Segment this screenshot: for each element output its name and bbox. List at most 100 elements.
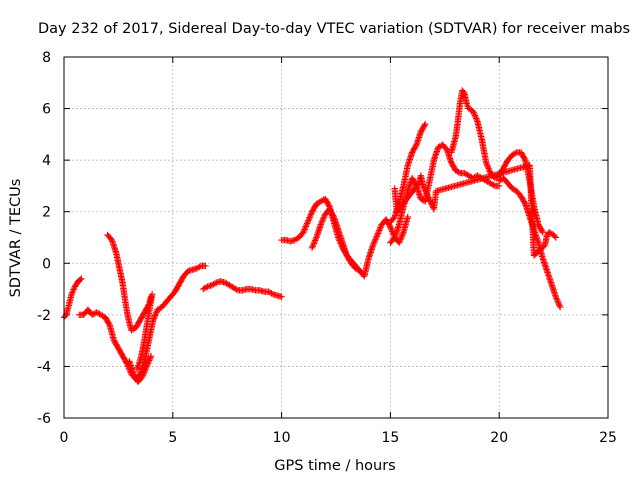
data-point xyxy=(306,214,313,221)
data-point xyxy=(145,357,153,364)
data-point xyxy=(521,155,528,163)
data-point xyxy=(202,284,210,291)
series-track-12 xyxy=(133,291,156,373)
grid xyxy=(64,57,608,418)
data-point xyxy=(422,188,429,195)
data-point xyxy=(143,363,150,370)
data-point xyxy=(423,189,430,197)
data-point xyxy=(372,236,379,243)
series-track-7 xyxy=(308,205,364,275)
data-point xyxy=(147,354,154,361)
data-point xyxy=(151,312,159,319)
series-track-3 xyxy=(104,231,155,334)
data-point xyxy=(442,145,450,152)
data-point xyxy=(470,109,477,116)
data-point xyxy=(469,107,477,115)
data-point xyxy=(397,236,404,243)
data-point xyxy=(317,221,324,228)
data-point xyxy=(148,291,156,298)
data-point xyxy=(144,360,152,367)
data-point xyxy=(70,286,77,293)
data-point xyxy=(420,184,427,191)
x-tick-labels: 0 5 10 15 20 25 xyxy=(60,430,617,446)
data-point xyxy=(151,313,158,321)
data-point xyxy=(425,194,432,201)
data-point xyxy=(377,224,384,231)
y-tick-label: 6 xyxy=(42,102,51,118)
data-point xyxy=(139,373,146,380)
data-point xyxy=(307,211,315,218)
data-point xyxy=(303,221,310,229)
data-point xyxy=(302,223,310,230)
data-point xyxy=(320,215,327,222)
series-track-13 xyxy=(391,162,559,259)
data-point xyxy=(421,185,428,193)
data-point xyxy=(152,310,159,318)
data-point xyxy=(309,243,316,250)
data-points xyxy=(60,87,564,386)
chart-title: Day 232 of 2017, Sidereal Day-to-day VTE… xyxy=(38,21,630,37)
data-point xyxy=(374,231,381,239)
data-point xyxy=(312,235,319,243)
x-tick-label: 5 xyxy=(168,430,177,446)
data-point xyxy=(473,116,481,124)
data-point xyxy=(68,291,75,298)
data-point xyxy=(422,120,429,128)
y-tick-label: 8 xyxy=(42,50,51,66)
data-point xyxy=(153,309,160,316)
data-point xyxy=(139,372,147,379)
data-point xyxy=(310,241,317,249)
data-point xyxy=(396,237,403,245)
data-point xyxy=(485,165,492,172)
x-axis-title: GPS time / hours xyxy=(274,458,395,474)
data-point xyxy=(555,300,563,308)
data-point xyxy=(555,299,562,306)
data-point xyxy=(423,191,431,198)
data-point xyxy=(482,159,490,166)
data-point xyxy=(319,216,326,224)
data-point xyxy=(305,217,312,224)
data-point xyxy=(412,142,419,150)
data-point xyxy=(302,224,309,232)
data-point xyxy=(278,293,285,301)
data-point xyxy=(308,209,315,217)
data-point xyxy=(471,112,479,119)
data-point xyxy=(304,218,311,226)
x-tick-label: 25 xyxy=(599,430,617,446)
data-point xyxy=(552,234,559,241)
data-point xyxy=(521,199,528,206)
data-point xyxy=(425,195,433,203)
data-point xyxy=(141,367,149,375)
y-tick-label: 0 xyxy=(42,256,51,272)
data-point xyxy=(374,230,382,237)
data-point xyxy=(303,220,311,227)
data-point xyxy=(356,267,364,275)
data-point xyxy=(386,222,393,230)
data-point xyxy=(233,286,240,293)
data-point xyxy=(472,115,480,122)
data-point xyxy=(318,219,325,227)
data-point xyxy=(311,238,318,246)
data-point xyxy=(427,198,434,206)
data-point xyxy=(329,212,337,219)
data-point xyxy=(486,166,493,174)
y-tick-label: -4 xyxy=(37,359,51,375)
data-point xyxy=(320,214,328,221)
series-track-4 xyxy=(126,352,155,386)
y-tick-label: -6 xyxy=(37,411,51,427)
data-point xyxy=(369,242,377,249)
y-tick-label: -2 xyxy=(37,308,51,324)
x-tick-label: 20 xyxy=(490,430,508,446)
data-point xyxy=(69,289,76,296)
data-point xyxy=(211,280,219,287)
y-tick-label: 4 xyxy=(42,153,51,169)
data-point xyxy=(355,266,362,274)
data-point xyxy=(146,355,153,363)
data-point xyxy=(472,113,479,121)
data-point xyxy=(300,229,307,236)
data-point xyxy=(399,230,407,238)
series-track-5 xyxy=(200,278,285,301)
data-point xyxy=(483,160,490,168)
